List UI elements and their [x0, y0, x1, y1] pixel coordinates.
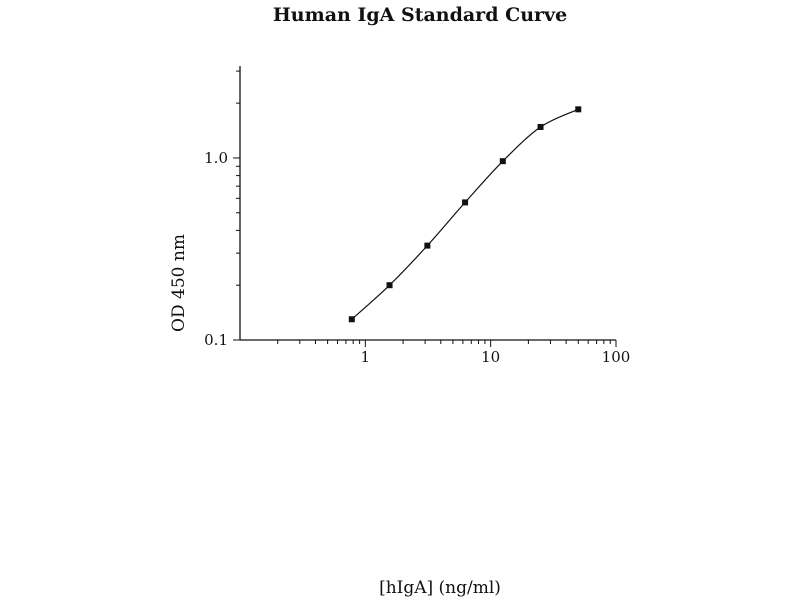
data-point [386, 282, 393, 289]
chart-title: Human IgA Standard Curve [273, 4, 567, 26]
y-tick-label: 0.1 [204, 331, 228, 349]
tick-labels: 1 10 100 0.1 1.0 [204, 149, 630, 366]
standard-curve-line [351, 108, 579, 320]
data-point [499, 158, 506, 165]
data-point [537, 123, 544, 130]
x-tick-label: 10 [481, 348, 500, 366]
tick-marks [233, 70, 617, 347]
data-point [462, 199, 469, 206]
y-tick-label: 1.0 [204, 149, 228, 167]
x-tick-label: 1 [361, 348, 371, 366]
data-point [348, 316, 355, 323]
data-point [424, 242, 431, 249]
data-point [575, 106, 582, 113]
x-axis-label: [hIgA] (ng/ml) [379, 578, 501, 598]
x-tick-label: 100 [602, 348, 631, 366]
data-points [348, 106, 582, 323]
y-axis-label: OD 450 nm [169, 234, 189, 332]
